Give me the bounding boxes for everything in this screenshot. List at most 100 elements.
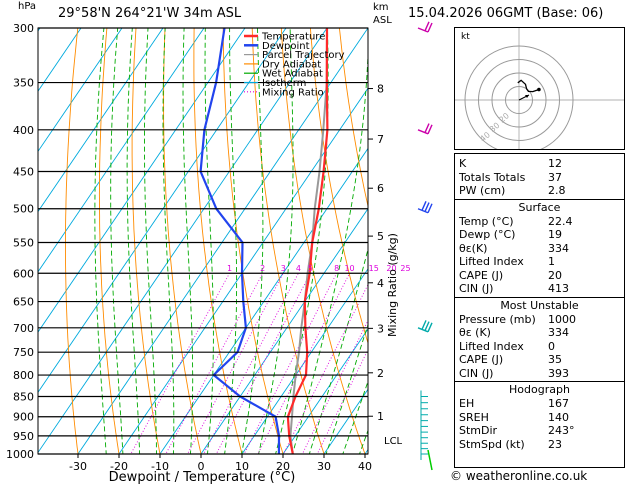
index-row-cin-j-: CIN (J) 393 xyxy=(459,367,620,381)
index-value: 140 xyxy=(548,410,569,424)
height-unit-km: km xyxy=(373,2,389,13)
index-value: 22.4 xyxy=(548,214,573,228)
index-key: Dewp (°C) xyxy=(459,228,516,241)
mixing-ratio-label: 20 xyxy=(386,264,396,273)
pressure-tick-label: 350 xyxy=(13,77,34,90)
dry-adiabat-line xyxy=(131,28,161,454)
height-tick-label: 5 xyxy=(377,230,384,243)
index-row-cape-j-: CAPE (J) 35 xyxy=(459,353,620,367)
mixing-ratio-line xyxy=(186,273,284,454)
index-key: CIN (J) xyxy=(459,282,494,295)
plot-frame xyxy=(37,27,369,455)
wind-barb xyxy=(417,201,433,214)
x-tick-label: 0 xyxy=(198,460,205,473)
height-tick-label: 7 xyxy=(377,133,384,146)
index-row-totals-totals: Totals Totals 37 xyxy=(459,171,620,185)
most-unstable-section-title: Most Unstable xyxy=(500,298,579,312)
wet-adiabat-line xyxy=(241,28,264,454)
pressure-tick-label: 950 xyxy=(13,430,34,443)
hodograph-trace xyxy=(517,79,540,93)
index-value: 167 xyxy=(548,397,569,410)
isotherm-line xyxy=(241,268,368,454)
height-unit-asl: ASL xyxy=(373,15,392,26)
surface-wind-barb xyxy=(427,449,433,471)
index-key: PW (cm) xyxy=(459,184,506,197)
panel-divider xyxy=(455,381,624,382)
hodograph-section-title: Hodograph xyxy=(509,383,570,396)
index-key: StmDir xyxy=(459,424,498,437)
dry-adiabat-line xyxy=(251,28,325,454)
wet-adiabat-line xyxy=(162,28,175,454)
x-tick-label: -10 xyxy=(151,460,169,473)
wet-adiabat-line xyxy=(126,28,141,454)
x-tick-label: 30 xyxy=(317,460,331,473)
index-key: Pressure (mb) xyxy=(459,312,536,326)
pressure-tick-label: 450 xyxy=(13,165,34,178)
height-tick-label: 3 xyxy=(377,322,384,335)
mixing-ratio-axis-label: Mixing Ratio (g/kg) xyxy=(386,233,399,337)
index-row-lifted-index: Lifted Index 0 xyxy=(459,340,620,354)
pressure-tick-label: 300 xyxy=(13,22,34,35)
isotherm-line xyxy=(38,28,82,92)
isotherm-line xyxy=(38,28,328,454)
dry-adiabat-line xyxy=(280,28,366,454)
mixing-ratio-line xyxy=(257,273,350,454)
index-value: 1000 xyxy=(548,312,576,326)
index-row--k-: θε(K) 334 xyxy=(459,242,620,256)
index-value: 23 xyxy=(548,437,562,451)
wet-adiabat-line xyxy=(342,380,368,454)
mixing-ratio-line xyxy=(215,273,311,454)
index-value: 393 xyxy=(548,366,569,380)
hodograph-ring-label: 40 xyxy=(478,130,492,143)
dry-adiabat-line xyxy=(222,28,284,454)
pressure-tick-label: 900 xyxy=(13,411,34,424)
index-row-stmdir: StmDir 243° xyxy=(459,424,620,438)
mixing-ratio-label: 25 xyxy=(400,264,410,273)
isotherm-line xyxy=(77,28,368,454)
mixing-ratio-label: 10 xyxy=(344,264,354,273)
indices-panel: K 12 Totals Totals 37 PW (cm) 2.8 Surface Temp … xyxy=(454,153,625,468)
index-key: θε(K) xyxy=(459,241,488,255)
hodograph-end-dot xyxy=(537,87,541,92)
dry-adiabat-line xyxy=(98,28,120,454)
wet-adiabat-line xyxy=(110,28,124,454)
legend-label: Dry Adiabat xyxy=(262,59,321,70)
pressure-tick-label: 1000 xyxy=(6,448,34,461)
lcl-label: LCL xyxy=(384,436,403,447)
isotherm-line xyxy=(282,328,368,454)
x-tick-label: -20 xyxy=(110,460,128,473)
mixing-ratio-label: 5 xyxy=(308,264,313,273)
index-key: StmSpd (kt) xyxy=(459,437,525,451)
hodograph-ring-label: 20 xyxy=(497,111,511,124)
wind-barb xyxy=(417,320,433,333)
index-row-eh: EH 167 xyxy=(459,397,620,411)
index-key: Lifted Index xyxy=(459,255,524,268)
pressure-tick-label: 700 xyxy=(13,322,34,335)
hodograph-ring-label: 30 xyxy=(488,121,502,134)
pressure-tick-label: 850 xyxy=(13,390,34,403)
index-value: 19 xyxy=(548,228,562,241)
index-key: CIN (J) xyxy=(459,366,494,380)
index-value: 0 xyxy=(548,339,555,353)
height-tick-label: 6 xyxy=(377,182,384,195)
pressure-unit-label: hPa xyxy=(18,1,37,12)
index-row-pw-cm-: PW (cm) 2.8 xyxy=(459,184,620,198)
height-tick-label: 4 xyxy=(377,277,384,290)
index-key: Totals Totals xyxy=(459,170,526,184)
index-value: 2.8 xyxy=(548,184,566,197)
index-key: K xyxy=(459,157,467,170)
isotherm-line xyxy=(38,28,164,213)
pressure-tick-label: 600 xyxy=(13,267,34,280)
height-tick-label: 2 xyxy=(377,367,384,380)
legend-label: Parcel Trajectory xyxy=(262,50,345,61)
index-key: θε (K) xyxy=(459,326,491,339)
pressure-tick-label: 400 xyxy=(13,124,34,137)
dry-adiabat-line xyxy=(65,28,79,454)
x-axis-label: Dewpoint / Temperature (°C) xyxy=(109,470,296,485)
legend-label: Dewpoint xyxy=(262,41,310,52)
pressure-tick-label: 550 xyxy=(13,236,34,249)
index-value: 413 xyxy=(548,282,569,295)
mixing-ratio-label: 8 xyxy=(334,264,339,273)
